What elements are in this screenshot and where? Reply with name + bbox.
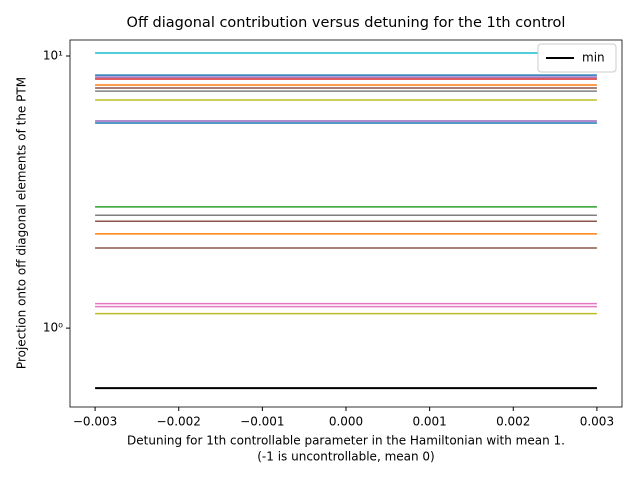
y-tick-label: 10¹ (43, 49, 63, 63)
y-tick-label: 10⁰ (43, 321, 63, 335)
x-tick-label: −0.001 (240, 415, 284, 429)
chart-title: Off diagonal contribution versus detunin… (127, 15, 566, 31)
x-tick-label: 0.003 (580, 415, 614, 429)
x-tick-label: 0.000 (329, 415, 363, 429)
plot-frame (69, 39, 623, 408)
legend-box (537, 43, 617, 73)
x-axis-label: (-1 is uncontrollable, mean 0) (257, 450, 434, 464)
x-tick-label: −0.002 (157, 415, 201, 429)
x-tick-label: 0.001 (412, 415, 446, 429)
y-axis-label: Projection onto off diagonal elements of… (15, 77, 29, 369)
x-tick-label: −0.003 (73, 415, 117, 429)
legend-label: min (582, 51, 605, 65)
x-axis-label: Detuning for 1th controllable parameter … (127, 434, 565, 448)
x-tick-label: 0.002 (496, 415, 530, 429)
